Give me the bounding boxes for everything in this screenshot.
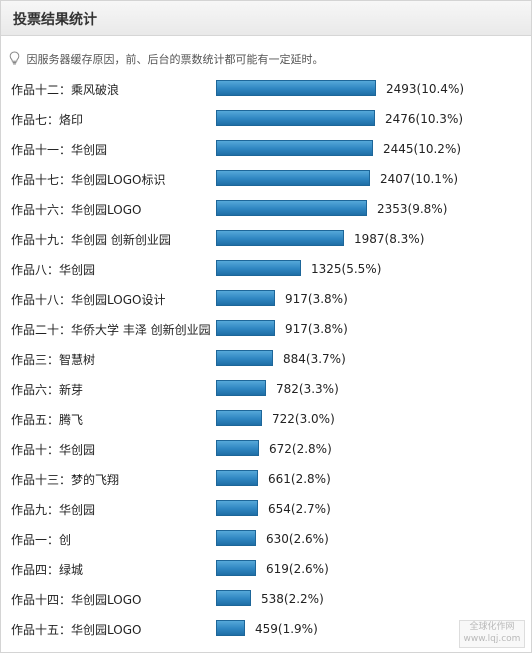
vote-bar	[216, 620, 245, 636]
vote-count-label: 2476(10.3%)	[385, 112, 464, 126]
cache-notice-text: 因服务器缓存原因，前、后台的票数统计都可能有一定延时。	[26, 53, 324, 66]
vote-bar	[216, 440, 259, 456]
watermark-line2: www.lqj.com	[463, 634, 521, 644]
vote-bar	[216, 110, 375, 126]
entry-label: 作品六：新芽	[11, 383, 84, 397]
vote-bar	[216, 590, 251, 606]
result-row: 作品六：新芽 782(3.3%)	[1, 373, 531, 403]
panel-header: 投票结果统计	[1, 1, 531, 36]
result-row: 作品四：绿城 619(2.6%)	[1, 553, 531, 583]
vote-count-label: 672(2.8%)	[269, 442, 332, 456]
result-row: 作品十二：乘风破浪 2493(10.4%)	[1, 73, 531, 103]
entry-label: 作品十五：华创园LOGO	[11, 623, 142, 637]
entry-label: 作品五：腾飞	[11, 413, 84, 427]
entry-label: 作品十八：华创园LOGO设计	[11, 293, 166, 307]
vote-count-label: 459(1.9%)	[255, 622, 318, 636]
vote-bar	[216, 80, 376, 96]
vote-bar	[216, 350, 273, 366]
entry-label: 作品十四：华创园LOGO	[11, 593, 142, 607]
watermark-line1: 全球化作网	[469, 622, 515, 632]
vote-bar	[216, 290, 275, 306]
vote-count-label: 654(2.7%)	[268, 502, 331, 516]
result-row: 作品五：腾飞 722(3.0%)	[1, 403, 531, 433]
vote-bar	[216, 170, 370, 186]
entry-label: 作品十二：乘风破浪	[11, 83, 120, 97]
result-row: 作品十四：华创园LOGO 538(2.2%)	[1, 583, 531, 613]
vote-count-label: 2407(10.1%)	[380, 172, 459, 186]
cache-notice: 因服务器缓存原因，前、后台的票数统计都可能有一定延时。	[9, 51, 324, 67]
vote-count-label: 661(2.8%)	[268, 472, 331, 486]
vote-bar	[216, 260, 301, 276]
entry-label: 作品八：华创园	[11, 263, 96, 277]
entry-label: 作品十三：梦的飞翔	[11, 473, 120, 487]
entry-label: 作品一：创	[11, 533, 72, 547]
vote-count-label: 1987(8.3%)	[354, 232, 425, 246]
panel-title: 投票结果统计	[13, 12, 97, 28]
vote-count-label: 1325(5.5%)	[311, 262, 382, 276]
result-row: 作品十九：华创园 创新创业园 1987(8.3%)	[1, 223, 531, 253]
vote-count-label: 917(3.8%)	[285, 322, 348, 336]
vote-bar	[216, 140, 373, 156]
vote-bar	[216, 500, 258, 516]
result-row: 作品十：华创园 672(2.8%)	[1, 433, 531, 463]
vote-count-label: 2493(10.4%)	[386, 82, 465, 96]
result-row: 作品十八：华创园LOGO设计 917(3.8%)	[1, 283, 531, 313]
result-row: 作品十一：华创园 2445(10.2%)	[1, 133, 531, 163]
vote-count-label: 917(3.8%)	[285, 292, 348, 306]
entry-label: 作品三：智慧树	[11, 353, 96, 367]
vote-bar	[216, 470, 258, 486]
vote-count-label: 722(3.0%)	[272, 412, 335, 426]
vote-count-label: 2353(9.8%)	[377, 202, 448, 216]
vote-bar	[216, 380, 266, 396]
result-row: 作品十六：华创园LOGO 2353(9.8%)	[1, 193, 531, 223]
entry-label: 作品十九：华创园 创新创业园	[11, 233, 171, 247]
vote-count-label: 538(2.2%)	[261, 592, 324, 606]
entry-label: 作品四：绿城	[11, 563, 84, 577]
result-row: 作品十七：华创园LOGO标识 2407(10.1%)	[1, 163, 531, 193]
entry-label: 作品二十：华侨大学 丰泽 创新创业园	[11, 323, 211, 337]
vote-bar	[216, 200, 367, 216]
entry-label: 作品十六：华创园LOGO	[11, 203, 142, 217]
lightbulb-icon	[9, 51, 23, 68]
vote-bar	[216, 320, 275, 336]
entry-label: 作品九：华创园	[11, 503, 96, 517]
vote-count-label: 884(3.7%)	[283, 352, 346, 366]
vote-bar	[216, 230, 344, 246]
result-row: 作品三：智慧树 884(3.7%)	[1, 343, 531, 373]
vote-count-label: 619(2.6%)	[266, 562, 329, 576]
vote-bar	[216, 410, 262, 426]
vote-count-label: 782(3.3%)	[276, 382, 339, 396]
entry-label: 作品十七：华创园LOGO标识	[11, 173, 166, 187]
result-row: 作品十三：梦的飞翔 661(2.8%)	[1, 463, 531, 493]
vote-count-label: 630(2.6%)	[266, 532, 329, 546]
vote-count-label: 2445(10.2%)	[383, 142, 462, 156]
result-row: 作品九：华创园 654(2.7%)	[1, 493, 531, 523]
entry-label: 作品七：烙印	[11, 113, 84, 127]
result-row: 作品二十：华侨大学 丰泽 创新创业园 917(3.8%)	[1, 313, 531, 343]
entry-label: 作品十：华创园	[11, 443, 96, 457]
result-row: 作品八：华创园 1325(5.5%)	[1, 253, 531, 283]
entry-label: 作品十一：华创园	[11, 143, 108, 157]
vote-bar	[216, 560, 256, 576]
result-row: 作品一：创 630(2.6%)	[1, 523, 531, 553]
result-row: 作品十五：华创园LOGO 459(1.9%)	[1, 613, 531, 643]
vote-bar	[216, 530, 256, 546]
result-row: 作品七：烙印 2476(10.3%)	[1, 103, 531, 133]
site-watermark: 全球化作网 www.lqj.com	[459, 620, 525, 648]
